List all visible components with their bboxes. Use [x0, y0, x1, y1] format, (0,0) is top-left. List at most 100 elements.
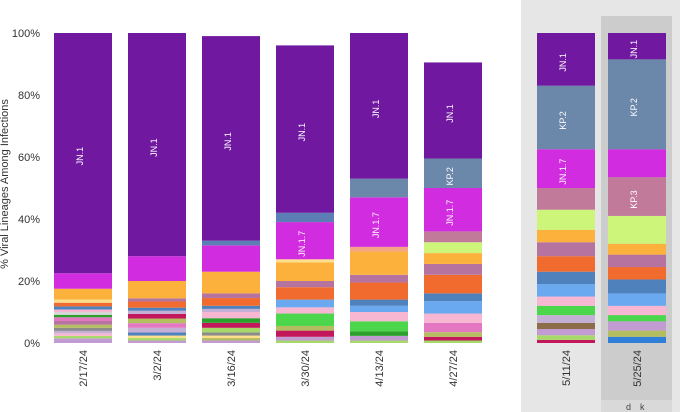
bar-segment: [276, 45, 334, 213]
bar-segment: [54, 317, 112, 321]
bar-segment: [350, 312, 408, 322]
bar-segment: [537, 322, 595, 330]
bar-segment: [350, 274, 408, 283]
bar-segment: [54, 327, 112, 331]
bar-segment: [424, 253, 482, 264]
bar-3/16/24: JN.1: [202, 36, 260, 343]
bar-segment: [128, 327, 186, 333]
bar-segment: [276, 336, 334, 341]
bar-segment: [537, 296, 595, 306]
bar-3/2/24: JN.1: [128, 33, 186, 343]
bar-segment: [276, 325, 334, 331]
bar-segment: [608, 293, 666, 306]
bar-segment: [128, 256, 186, 281]
segment-label: KP.3: [629, 190, 639, 208]
bar-segment: [608, 149, 666, 178]
bar-segment: [276, 262, 334, 281]
y-tick-label: 80%: [18, 90, 40, 102]
bar-segment: [54, 299, 112, 303]
bar-4/27/24: JN.1.7 KP.2 JN.1: [424, 62, 482, 343]
y-tick-label: 100%: [12, 28, 40, 40]
bar-segment: [202, 340, 260, 343]
bar-2/17/24: JN.1: [54, 33, 112, 343]
bar-segment: [276, 281, 334, 288]
bar-segment: [608, 177, 666, 216]
bar-segment: [350, 178, 408, 198]
bar-segment: [54, 273, 112, 289]
bar-segment: [537, 271, 595, 285]
bar-segment: [608, 33, 666, 60]
bar-5/25/24: KP.3 KP.2 JN.1: [608, 33, 666, 343]
bar-segment: [54, 33, 112, 274]
bar-segment: [537, 315, 595, 323]
bar-segment: [128, 340, 186, 343]
bar-segment: [608, 215, 666, 244]
bar-segment: [537, 256, 595, 272]
bar-segment: [54, 338, 112, 343]
bar-segment: [276, 212, 334, 223]
bar-segment: [424, 158, 482, 188]
bar-segment: [54, 306, 112, 310]
y-axis-label: % Viral Lineages Among Infections: [0, 99, 11, 269]
bar-segment: [350, 331, 408, 336]
bar-segment: [276, 340, 334, 343]
bar-segment: [537, 329, 595, 336]
bar-segment: [128, 338, 186, 341]
bar-segment: [350, 335, 408, 341]
segment-label: JN.1: [371, 100, 381, 119]
corner-text-item: d: [626, 402, 631, 412]
y-tick-label: 20%: [18, 276, 40, 288]
bar-segment: [202, 245, 260, 272]
bar-segment: [424, 62, 482, 159]
bars: JN.1 JN.1 JN.1 JN.1.7 JN.1 JN.1.7 JN.1 JN.1.7 KP…: [54, 33, 666, 343]
bar-segment: [276, 287, 334, 300]
bar-segment: [424, 231, 482, 243]
y-tick-label: 0%: [24, 338, 40, 350]
bar-segment: [537, 209, 595, 230]
bar-segment: [202, 338, 260, 341]
bar-segment: [128, 332, 186, 336]
bar-segment: [128, 313, 186, 319]
corner-text-box: [601, 400, 672, 412]
bar-segment: [537, 149, 595, 188]
bar-segment: [424, 301, 482, 314]
bar-segment: [608, 330, 666, 337]
bar-segment: [608, 305, 666, 316]
x-axis-ticks: 2/17/24 3/2/24 3/16/24 3/30/24 4/13/24 4/27/2…: [78, 350, 644, 387]
bar-segment: [537, 335, 595, 340]
bar-segment: [424, 274, 482, 294]
segment-label: JN.1: [445, 104, 455, 123]
bar-segment: [128, 323, 186, 328]
bar-segment: [350, 340, 408, 343]
segment-label: KP.2: [445, 167, 455, 185]
bar-segment: [424, 340, 482, 343]
bar-segment: [424, 188, 482, 232]
bar-segment: [202, 327, 260, 333]
bar-segment: [54, 335, 112, 339]
bar-segment: [202, 271, 260, 294]
bar-segment: [537, 33, 595, 86]
bar-segment: [202, 312, 260, 319]
bar-segment: [350, 246, 408, 252]
segment-label: KP.2: [558, 111, 568, 129]
bar-segment: [202, 318, 260, 323]
bar-segment: [202, 335, 260, 339]
bar-segment: [424, 332, 482, 337]
bar-segment: [276, 222, 334, 260]
segment-label: JN.1.7: [371, 212, 381, 238]
bar-segment: [54, 288, 112, 300]
bar-segment: [54, 324, 112, 328]
bar-segment: [608, 321, 666, 331]
x-tick-label: 3/16/24: [226, 350, 238, 387]
bar-segment: [54, 312, 112, 315]
bar-segment: [276, 259, 334, 263]
segment-label: JN.1: [149, 138, 159, 157]
bar-segment: [202, 308, 260, 312]
bar-segment: [350, 33, 408, 179]
bar-segment: [54, 302, 112, 307]
bar-segment: [537, 242, 595, 257]
bar-segment: [276, 313, 334, 326]
segment-label: JN.1: [75, 147, 85, 166]
